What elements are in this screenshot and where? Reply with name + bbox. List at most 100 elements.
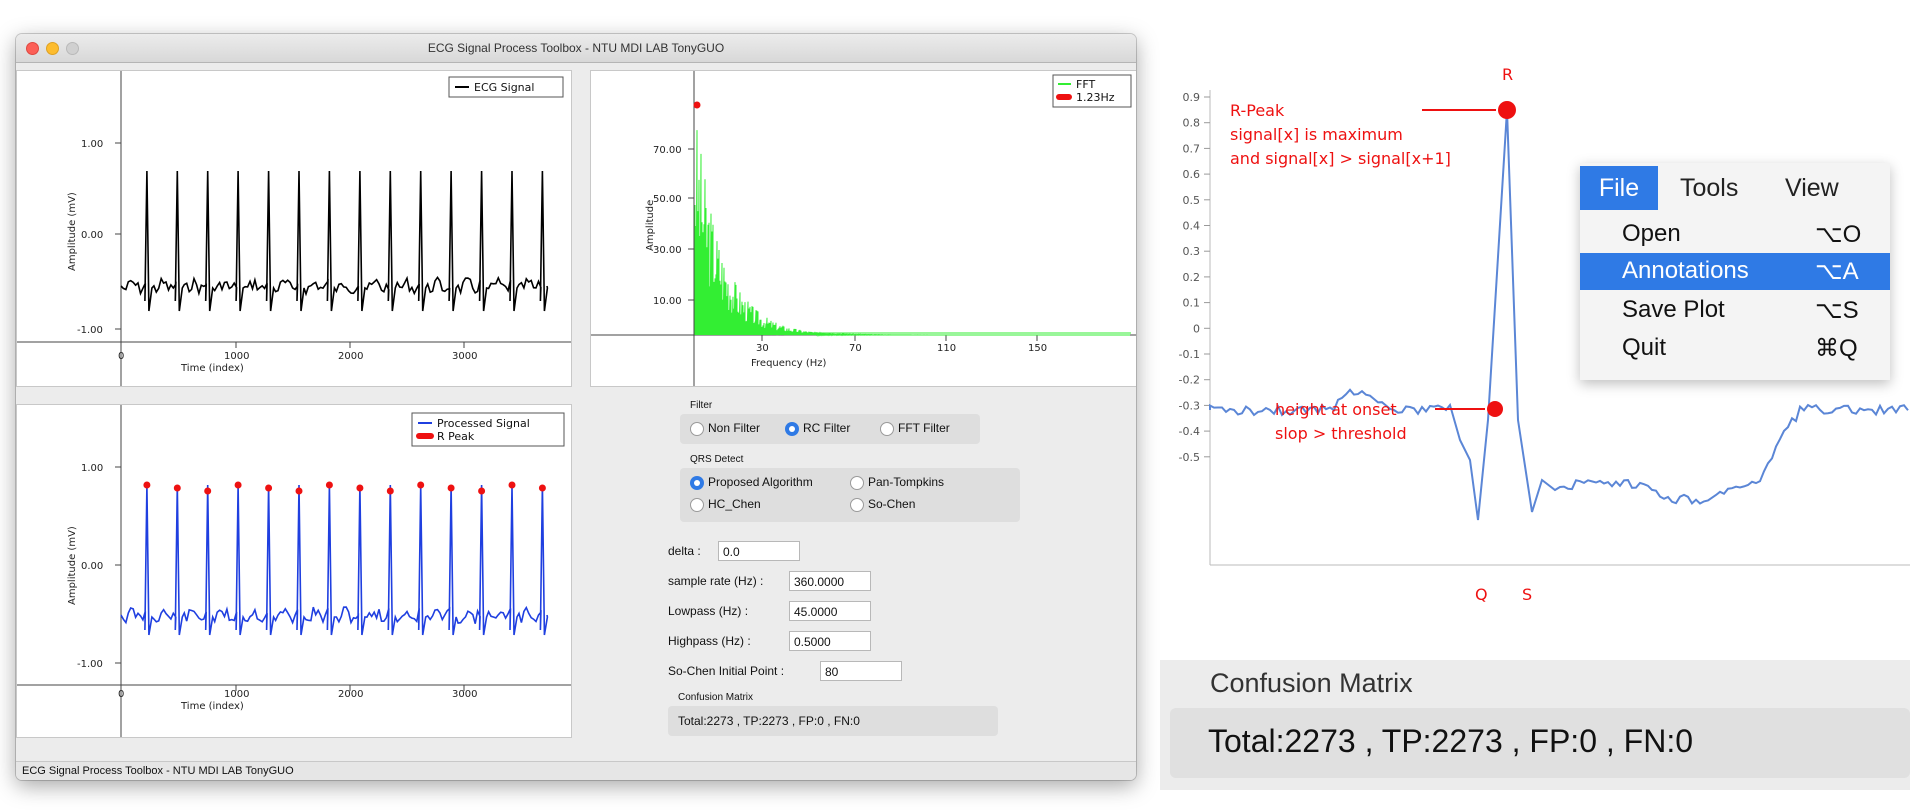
so-chen-initial-label: So-Chen Initial Point : bbox=[668, 664, 785, 678]
r-peak-marker bbox=[295, 487, 303, 495]
so-chen-initial-input[interactable]: 80 bbox=[820, 661, 902, 681]
qrs-radio-group: Proposed Algorithm Pan-Tompkins HC_Chen … bbox=[680, 468, 1020, 522]
fft-spectrum-line bbox=[694, 130, 1131, 337]
confusion-matrix-box: Total:2273 , TP:2273 , FP:0 , FN:0 bbox=[668, 706, 998, 736]
onset-rule-2: slop > threshold bbox=[1275, 424, 1407, 443]
ecg-ylabel: Amplitude (mV) bbox=[67, 192, 78, 271]
r-peak-annotation-chart: 0.9 0.8 0.7 0.6 0.5 0.4 0.3 0.2 0.1 0 -0.1 -0.2 -0.3… bbox=[1179, 65, 1910, 604]
menu-item-shortcut: ⌥A bbox=[1815, 258, 1859, 285]
annotated-ytick: 0.3 bbox=[1183, 245, 1201, 258]
r-peak-marker bbox=[356, 484, 364, 492]
fft-xtick: 70 bbox=[849, 343, 862, 354]
pan-tompkins-radio[interactable] bbox=[850, 476, 864, 490]
onset-rule-1: height at onset bbox=[1275, 400, 1397, 419]
so-chen-label: So-Chen bbox=[868, 497, 916, 511]
processed-xtick: 0 bbox=[118, 689, 124, 700]
annotated-ytick: 0.8 bbox=[1183, 117, 1201, 130]
processed-xtick: 3000 bbox=[452, 689, 477, 700]
menu-file[interactable]: File bbox=[1580, 166, 1658, 210]
fft-filter-label: FFT Filter bbox=[898, 421, 950, 435]
annotated-ytick: -0.2 bbox=[1179, 374, 1200, 387]
r-peak-marker bbox=[508, 481, 516, 489]
menu-item-save-plot[interactable]: Save Plot ⌥S bbox=[1580, 292, 1890, 329]
r-peak-rule-1: signal[x] is maximum bbox=[1230, 125, 1403, 144]
menu-item-open[interactable]: Open ⌥O bbox=[1580, 216, 1890, 253]
proposed-algorithm-radio[interactable] bbox=[690, 476, 704, 490]
r-peak-marker bbox=[234, 481, 242, 489]
qrs-group-title: QRS Detect bbox=[690, 454, 744, 465]
pan-tompkins-label: Pan-Tompkins bbox=[868, 475, 945, 489]
q-label: Q bbox=[1475, 585, 1488, 604]
r-peak-marker bbox=[204, 487, 212, 495]
annotated-ytick: 0.1 bbox=[1183, 297, 1201, 310]
fft-ytick: 10.00 bbox=[653, 296, 682, 307]
menu-item-quit[interactable]: Quit ⌘Q bbox=[1580, 330, 1890, 367]
confusion-matrix-zoom: Confusion Matrix Total:2273 , TP:2273 , … bbox=[1160, 660, 1910, 790]
processed-ytick: -1.00 bbox=[77, 659, 103, 670]
fft-ylabel: Amplitude bbox=[645, 200, 656, 251]
rc-filter-label: RC Filter bbox=[803, 421, 851, 435]
filter-group-title: Filter bbox=[690, 400, 713, 411]
annotated-ytick: -0.5 bbox=[1179, 451, 1200, 464]
minimize-window-button[interactable] bbox=[46, 42, 59, 55]
sample-rate-input[interactable]: 360.0000 bbox=[789, 571, 871, 591]
fft-ytick: 30.00 bbox=[653, 245, 682, 256]
confusion-matrix-zoom-box: Total:2273 , TP:2273 , FP:0 , FN:0 bbox=[1170, 708, 1910, 778]
fft-plot-panel: 70.00 50.00 30.00 10.00 30 70 110 150 Fr… bbox=[590, 70, 1136, 387]
proposed-algorithm-label: Proposed Algorithm bbox=[708, 475, 813, 489]
fft-ytick: 50.00 bbox=[653, 194, 682, 205]
annotated-ytick: 0.2 bbox=[1183, 271, 1201, 284]
close-window-button[interactable] bbox=[26, 42, 39, 55]
r-peak-marker bbox=[325, 481, 333, 489]
confusion-matrix-zoom-text: Total:2273 , TP:2273 , FP:0 , FN:0 bbox=[1208, 723, 1693, 759]
menu-item-shortcut: ⌘Q bbox=[1815, 335, 1858, 362]
menu-item-label: Annotations bbox=[1622, 257, 1749, 284]
status-bar: ECG Signal Process Toolbox - NTU MDI LAB… bbox=[16, 761, 1136, 780]
so-chen-radio[interactable] bbox=[850, 498, 864, 512]
window-title: ECG Signal Process Toolbox - NTU MDI LAB… bbox=[427, 41, 725, 55]
r-peak-markers bbox=[143, 481, 546, 495]
delta-label: delta : bbox=[668, 544, 701, 558]
title-bar: ECG Signal Process Toolbox - NTU MDI LAB… bbox=[16, 34, 1136, 63]
r-peak-marker bbox=[447, 484, 455, 492]
ecg-xlabel: Time (index) bbox=[180, 363, 244, 374]
app-window: ECG Signal Process Toolbox - NTU MDI LAB… bbox=[16, 34, 1136, 780]
r-peak-dot bbox=[1498, 101, 1516, 119]
menu-item-annotations[interactable]: Annotations ⌥A bbox=[1580, 253, 1890, 290]
menu-view[interactable]: View bbox=[1785, 174, 1839, 202]
highpass-label: Highpass (Hz) : bbox=[668, 634, 751, 648]
fft-legend-peak: 1.23Hz bbox=[1076, 91, 1115, 104]
r-label: R bbox=[1502, 65, 1513, 84]
menu-tools[interactable]: Tools bbox=[1680, 174, 1739, 202]
hc-chen-label: HC_Chen bbox=[708, 497, 761, 511]
ecg-ytick: -1.00 bbox=[77, 325, 103, 336]
s-label: S bbox=[1522, 585, 1532, 604]
hc-chen-radio[interactable] bbox=[690, 498, 704, 512]
r-peak-marker bbox=[173, 484, 181, 492]
fft-filter-radio[interactable] bbox=[880, 422, 894, 436]
lowpass-label: Lowpass (Hz) : bbox=[668, 604, 749, 618]
annotated-ytick: 0 bbox=[1193, 322, 1200, 335]
processed-xlabel: Time (index) bbox=[180, 701, 244, 712]
menu-item-label: Quit bbox=[1622, 334, 1667, 361]
annotated-ytick: -0.4 bbox=[1179, 425, 1200, 438]
zoom-window-button[interactable] bbox=[66, 42, 79, 55]
ecg-xtick: 0 bbox=[118, 351, 124, 362]
annotated-ytick: 0.9 bbox=[1183, 91, 1201, 104]
annotated-ytick: 0.6 bbox=[1183, 168, 1201, 181]
rc-filter-radio[interactable] bbox=[785, 422, 799, 436]
non-filter-radio[interactable] bbox=[690, 422, 704, 436]
processed-ytick: 1.00 bbox=[81, 463, 103, 474]
ecg-legend bbox=[448, 76, 564, 98]
highpass-input[interactable]: 0.5000 bbox=[789, 631, 871, 651]
lowpass-input[interactable]: 45.0000 bbox=[789, 601, 871, 621]
menu-item-label: Open bbox=[1622, 220, 1681, 247]
annotated-ytick: 0.4 bbox=[1183, 220, 1201, 233]
annotated-ytick: 0.7 bbox=[1183, 142, 1201, 155]
ecg-ytick: 1.00 bbox=[81, 139, 103, 150]
ecg-xtick: 3000 bbox=[452, 351, 477, 362]
r-peak-marker bbox=[417, 481, 425, 489]
processed-ytick: 0.00 bbox=[81, 561, 103, 572]
ecg-xtick: 2000 bbox=[338, 351, 363, 362]
delta-input[interactable]: 0.0 bbox=[718, 541, 800, 561]
